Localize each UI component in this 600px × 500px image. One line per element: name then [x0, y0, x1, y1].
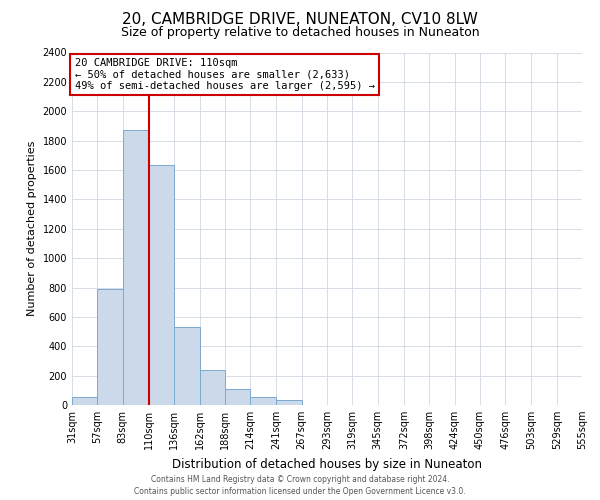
Bar — [72, 397, 97, 405]
Bar — [97, 289, 122, 405]
Bar — [149, 165, 174, 405]
X-axis label: Distribution of detached houses by size in Nuneaton: Distribution of detached houses by size … — [172, 458, 482, 470]
Bar — [199, 370, 225, 405]
Bar — [225, 389, 250, 405]
Text: Size of property relative to detached houses in Nuneaton: Size of property relative to detached ho… — [121, 26, 479, 39]
Bar — [250, 397, 277, 405]
Y-axis label: Number of detached properties: Number of detached properties — [27, 141, 37, 316]
Bar — [122, 130, 149, 405]
Text: 20 CAMBRIDGE DRIVE: 110sqm
← 50% of detached houses are smaller (2,633)
49% of s: 20 CAMBRIDGE DRIVE: 110sqm ← 50% of deta… — [74, 58, 374, 91]
Bar — [174, 327, 200, 405]
Text: Contains HM Land Registry data © Crown copyright and database right 2024.
Contai: Contains HM Land Registry data © Crown c… — [134, 474, 466, 496]
Bar — [277, 400, 302, 405]
Text: 20, CAMBRIDGE DRIVE, NUNEATON, CV10 8LW: 20, CAMBRIDGE DRIVE, NUNEATON, CV10 8LW — [122, 12, 478, 28]
